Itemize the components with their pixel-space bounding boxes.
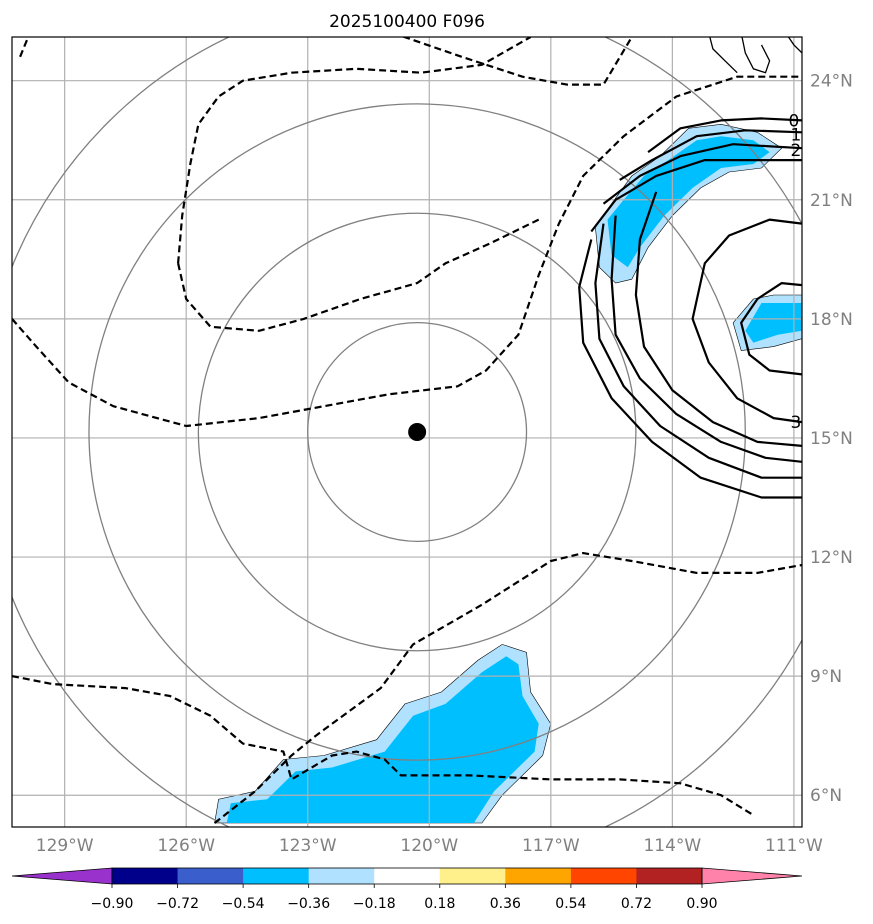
chart-title: 2025100400 F096 <box>329 12 485 32</box>
colorbar: −0.90 −0.72 −0.54 −0.36 −0.18 0.18 0.36 0.54 0.7… <box>11 867 803 912</box>
colorbar-tick-label: −0.72 <box>156 896 199 912</box>
contour-label-layer: 012 3 <box>788 111 801 433</box>
contour-label: 1 <box>791 125 802 145</box>
contour-label: 3 <box>791 413 802 433</box>
colorbar-tick-label: −0.90 <box>91 896 134 912</box>
y-tick-label: 18°N <box>810 310 853 330</box>
colorbar-extend-min <box>11 867 113 885</box>
dashed-contour <box>19 37 30 58</box>
dashed-contour <box>213 551 802 824</box>
shaded-region-medium <box>607 136 770 268</box>
dashed-contour <box>401 37 633 86</box>
solid-contour <box>740 282 802 376</box>
dashed-contour <box>177 37 532 264</box>
range-ring <box>197 212 637 652</box>
shaded-region-medium <box>226 656 539 823</box>
colorbar-tick-label: 0.90 <box>686 896 717 912</box>
solid-contour <box>594 223 802 479</box>
x-tick-label: 114°W <box>643 836 701 856</box>
map-frame <box>11 36 803 828</box>
contour-label: 0 <box>788 111 799 131</box>
colorbar-tick-label: 0.36 <box>490 896 521 912</box>
coastline <box>709 37 738 74</box>
y-tick-label: 6°N <box>810 786 842 806</box>
y-tick-label: 9°N <box>810 667 842 687</box>
y-tick-label: 21°N <box>810 191 853 211</box>
solid-contour <box>610 215 802 463</box>
colorbar-tick-label: −0.18 <box>353 896 396 912</box>
storm-center-layer <box>408 423 427 441</box>
x-tick-labels: 129°W 126°W 123°W 120°W 117°W 114°W 111°W <box>36 836 823 856</box>
colorbar-swatch <box>439 868 506 884</box>
colorbar-swatch <box>636 868 703 884</box>
coastline <box>787 37 802 54</box>
colorbar-swatch <box>570 868 637 884</box>
range-ring <box>307 321 528 543</box>
solid-contour <box>578 239 802 499</box>
map-plot-area <box>12 37 802 827</box>
range-ring-layer <box>12 37 802 827</box>
colorbar-tick-label: −0.54 <box>222 896 265 912</box>
dashed-contour-layer <box>12 37 802 824</box>
colorbar-extend-max <box>701 867 803 885</box>
solid-contour <box>691 218 802 424</box>
solid-contour <box>602 143 802 205</box>
shaded-region-medium <box>745 303 802 343</box>
dashed-contour <box>12 675 754 817</box>
dashed-contour <box>177 218 540 332</box>
y-tick-label: 24°N <box>810 72 853 92</box>
solid-contour <box>634 191 802 447</box>
colorbar-swatch <box>308 868 375 884</box>
colorbar-swatch <box>177 868 244 884</box>
colorbar-outline <box>111 867 703 885</box>
contour-label: 2 <box>791 141 802 161</box>
x-tick-label: 111°W <box>765 836 823 856</box>
colorbar-tick-label: −0.36 <box>287 896 330 912</box>
shaded-field-layer <box>214 123 802 824</box>
gridline-layer <box>12 37 802 827</box>
colorbar-tick-label: 0.18 <box>424 896 455 912</box>
x-tick-label: 117°W <box>522 836 580 856</box>
y-tick-label: 12°N <box>810 548 853 568</box>
colorbar-swatch <box>243 868 310 884</box>
solid-contour <box>647 117 802 153</box>
solid-contour-layer <box>578 117 802 499</box>
x-tick-label: 129°W <box>36 836 94 856</box>
range-ring <box>88 103 746 761</box>
colorbar-swatch <box>112 868 179 884</box>
y-tick-labels: 6°N 9°N 12°N 15°N 18°N 21°N 24°N <box>810 72 853 807</box>
colorbar-swatch <box>374 868 441 884</box>
colorbar-tick-label: 0.54 <box>555 896 586 912</box>
x-tick-label: 126°W <box>157 836 215 856</box>
storm-center-marker <box>408 423 427 441</box>
x-tick-label: 123°W <box>279 836 337 856</box>
coastline-layer <box>709 37 802 74</box>
colorbar-swatch <box>505 868 572 884</box>
solid-contour <box>590 159 802 233</box>
colorbar-tick-label: 0.72 <box>621 896 652 912</box>
x-tick-label: 120°W <box>400 836 458 856</box>
coastline <box>741 37 771 74</box>
solid-contour <box>619 129 802 181</box>
y-tick-label: 15°N <box>810 429 853 449</box>
dashed-contour <box>12 75 802 428</box>
